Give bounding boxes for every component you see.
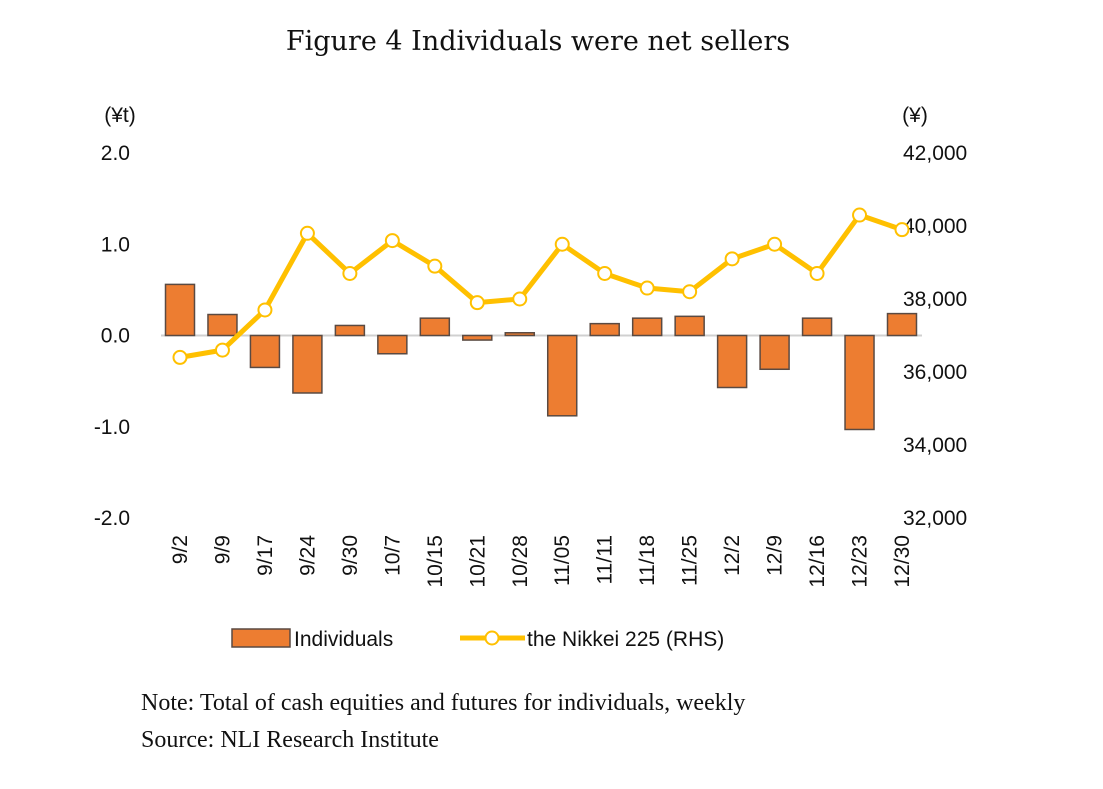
bar-11/25 [674, 315, 705, 337]
left-tick-label: 0.0 [101, 325, 130, 348]
x-tick-label: 10/7 [381, 535, 404, 576]
nikkei-point-9/24 [299, 225, 315, 241]
nikkei-point-12/9 [767, 236, 783, 252]
left-tick-label: -2.0 [94, 507, 130, 530]
bar-9/2 [164, 283, 196, 337]
right-axis-unit: (¥) [902, 104, 928, 127]
bar-10/21 [462, 334, 493, 341]
left-tick-label: 2.0 [101, 142, 130, 165]
x-tick-label: 11/18 [636, 535, 659, 586]
bar-10/7 [377, 334, 408, 355]
right-tick-label: 32,000 [903, 507, 967, 530]
bar-9/9 [207, 313, 238, 337]
bar-12/9 [759, 334, 790, 371]
bar-12/2 [716, 334, 748, 389]
bar-10/28 [504, 332, 536, 337]
nikkei-point-9/9 [214, 342, 230, 358]
bar-9/24 [292, 334, 323, 394]
x-tick-label: 11/05 [551, 535, 574, 586]
nikkei-point-10/15 [427, 258, 443, 274]
legend-label-nikkei: the Nikkei 225 (RHS) [527, 628, 724, 651]
bar-10/15 [419, 317, 451, 337]
bar-12/23 [844, 334, 875, 431]
x-tick-label: 12/23 [849, 535, 872, 588]
nikkei-point-10/28 [512, 291, 528, 307]
source-text: Source: NLI Research Institute [141, 727, 439, 753]
nikkei-point-12/16 [809, 265, 825, 281]
x-tick-label: 9/30 [339, 535, 362, 576]
right-tick-label: 34,000 [903, 434, 967, 457]
bar-12/30 [886, 312, 918, 337]
nikkei-point-12/23 [852, 207, 868, 223]
nikkei-point-9/30 [342, 265, 358, 281]
x-tick-label: 9/17 [254, 535, 277, 576]
x-tick-label: 11/25 [679, 535, 702, 586]
right-tick-label: 36,000 [903, 361, 967, 384]
x-tick-label: 9/9 [211, 535, 234, 564]
x-tick-label: 12/2 [721, 535, 744, 576]
nikkei-point-12/2 [724, 251, 740, 267]
right-tick-label: 38,000 [903, 288, 967, 311]
legend-label-individuals: Individuals [294, 628, 393, 651]
nikkei-point-11/25 [682, 284, 698, 300]
x-tick-label: 12/9 [764, 535, 787, 576]
x-tick-label: 10/28 [509, 535, 532, 588]
note-text: Note: Total of cash equities and futures… [141, 690, 746, 716]
nikkei-point-12/30 [894, 222, 910, 238]
left-tick-label: -1.0 [94, 416, 130, 439]
x-tick-label: 11/11 [594, 535, 617, 584]
legend-line-marker [484, 630, 500, 646]
left-tick-label: 1.0 [101, 233, 130, 256]
x-tick-label: 12/30 [891, 535, 914, 588]
bar-12/16 [801, 317, 833, 337]
left-axis-unit: (¥t) [104, 104, 136, 127]
x-tick-label: 10/15 [424, 535, 447, 588]
bar-11/05 [546, 334, 578, 417]
nikkei-point-11/11 [597, 265, 613, 281]
x-tick-label: 12/16 [806, 535, 829, 588]
nikkei-point-10/21 [469, 295, 485, 311]
nikkei-point-9/2 [172, 349, 188, 365]
x-tick-label: 10/21 [466, 535, 489, 588]
nikkei-point-11/05 [554, 236, 570, 252]
nikkei-line [179, 212, 903, 360]
legend-bar-swatch [231, 628, 291, 648]
nikkei-point-10/7 [384, 233, 400, 249]
x-tick-label: 9/2 [169, 535, 192, 564]
right-tick-label: 40,000 [903, 215, 967, 238]
bar-11/18 [631, 317, 663, 337]
chart-title: Figure 4 Individuals were net sellers [285, 26, 791, 57]
right-tick-label: 42,000 [903, 142, 967, 165]
x-tick-label: 9/24 [296, 535, 319, 576]
bar-11/11 [589, 322, 620, 337]
nikkei-point-9/17 [257, 302, 273, 318]
bar-9/17 [249, 334, 281, 369]
bar-9/30 [334, 324, 366, 337]
nikkei-point-11/18 [639, 280, 655, 296]
